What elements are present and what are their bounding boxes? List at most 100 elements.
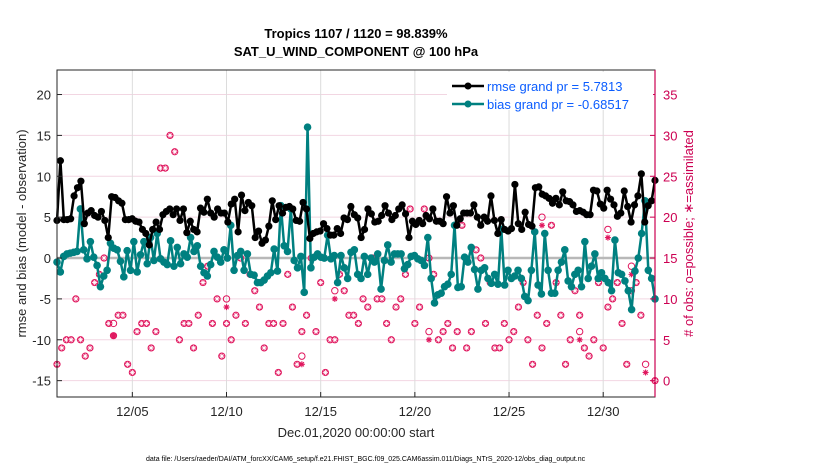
y-tick-label: 20 <box>37 88 51 103</box>
bias-point <box>577 282 586 291</box>
bias-point <box>554 266 562 275</box>
obs-asterisk-glyph <box>223 320 230 327</box>
obs-asterisk-glyph <box>374 296 380 302</box>
obs-asterisk-glyph <box>398 296 404 302</box>
rmse-point <box>449 202 457 210</box>
rmse-point <box>237 191 246 199</box>
x-tick-label: 12/25 <box>493 404 526 419</box>
rmse-point <box>275 202 283 210</box>
bias-point <box>267 268 275 277</box>
obs-asterisk-glyph <box>195 312 201 318</box>
bias-point <box>83 255 91 263</box>
obs-asterisk-glyph <box>482 320 489 327</box>
rmse-point <box>152 218 160 226</box>
bias-point <box>597 268 606 277</box>
bias-point <box>647 274 656 283</box>
bias-point <box>517 274 526 283</box>
bias-point <box>621 277 629 285</box>
rmse-point <box>169 211 177 219</box>
rmse-point <box>149 225 157 234</box>
rmse-point <box>166 205 174 213</box>
y-axis-right-label: # of obs: o=possible; ∗=assimilated <box>681 130 696 337</box>
rmse-point <box>241 207 249 215</box>
bias-point <box>193 241 202 250</box>
rmse-point <box>405 233 413 242</box>
bias-point <box>240 266 248 275</box>
rmse-point <box>56 157 65 165</box>
obs-asterisk-glyph <box>270 320 277 327</box>
obs-asterisk-glyph <box>134 329 140 335</box>
bias-point <box>133 268 141 276</box>
bias-point <box>120 273 128 281</box>
rmse-point <box>323 224 331 233</box>
bias-point <box>243 250 252 258</box>
obs-asterisk-glyph <box>266 320 272 327</box>
obs-asterisk-glyph <box>365 304 371 310</box>
obs-asterisk-glyph <box>299 329 305 335</box>
obs-asterisk-glyph <box>581 345 587 351</box>
rmse-point <box>603 186 611 194</box>
bias-point <box>357 274 365 283</box>
rmse-point <box>507 224 516 233</box>
rmse-point <box>429 205 437 213</box>
bias-point <box>203 272 212 280</box>
obs-asterisk-glyph <box>614 279 620 286</box>
bias-point <box>537 290 546 298</box>
obs-asterisk-glyph <box>186 320 192 327</box>
bias-point <box>427 274 435 283</box>
obs-asterisk-glyph <box>101 255 107 261</box>
obs-possible-marker <box>538 213 546 221</box>
rmse-point <box>255 227 263 235</box>
obs-asterisk-glyph <box>610 296 616 302</box>
bias-point <box>524 296 532 305</box>
obs-asterisk-glyph <box>497 345 503 351</box>
obs-asterisk-glyph <box>464 345 470 351</box>
x-tick-label: 12/05 <box>116 404 149 419</box>
rmse-point <box>381 202 389 210</box>
obs-asterisk-glyph <box>619 320 625 327</box>
rmse-point <box>316 227 324 235</box>
rmse-point <box>70 192 78 200</box>
rmse-point <box>514 220 522 228</box>
bias-point <box>611 236 619 244</box>
bias-point <box>363 270 372 279</box>
rmse-point <box>620 187 628 195</box>
rmse-point <box>360 225 369 234</box>
rmse-point <box>179 205 188 213</box>
legend-rmse-label: rmse grand pr = 5.7813 <box>487 79 623 94</box>
bias-point <box>447 270 456 279</box>
bias-point <box>607 286 616 295</box>
obs-possible-marker <box>425 327 433 336</box>
rmse-point <box>425 215 434 223</box>
rmse-point <box>155 225 164 234</box>
bias-point <box>150 256 158 265</box>
obs-asterisk-glyph <box>539 345 545 351</box>
x-tick-label: 12/10 <box>210 404 243 419</box>
obs-asterisk-glyph <box>355 320 361 327</box>
obs-asterisk-glyph <box>468 329 474 335</box>
bias-point <box>500 281 509 289</box>
obs-possible-marker <box>627 262 636 270</box>
bias-point <box>170 262 178 271</box>
y-right-tick-label: 35 <box>663 88 677 103</box>
bias-point <box>550 289 559 297</box>
obs-asterisk-glyph <box>139 320 145 327</box>
bias-point <box>250 271 258 279</box>
obs-asterisk-glyph <box>172 149 178 155</box>
rmse-point <box>378 211 386 220</box>
obs-asterisk-glyph <box>332 337 338 343</box>
y-tick-label: -10 <box>32 333 51 348</box>
obs-asterisk-glyph <box>167 132 173 138</box>
obs-asterisk-glyph <box>567 337 573 343</box>
rmse-point <box>442 193 451 201</box>
bias-line <box>55 125 657 311</box>
bias-point <box>89 253 98 262</box>
obs-asterisk-glyph <box>143 320 150 327</box>
obs-assimilated-asterisk <box>642 369 649 376</box>
rmse-point <box>634 192 642 200</box>
chart-title-line2: SAT_U_WIND_COMPONENT @ 100 hPa <box>234 44 479 59</box>
y-axis-label: rmse and bias (model - observation) <box>14 129 29 337</box>
chart-title-line1: Tropics 1107 / 1120 = 98.839% <box>264 26 448 41</box>
obs-asterisk-glyph <box>233 312 239 318</box>
bias-point <box>494 280 502 288</box>
